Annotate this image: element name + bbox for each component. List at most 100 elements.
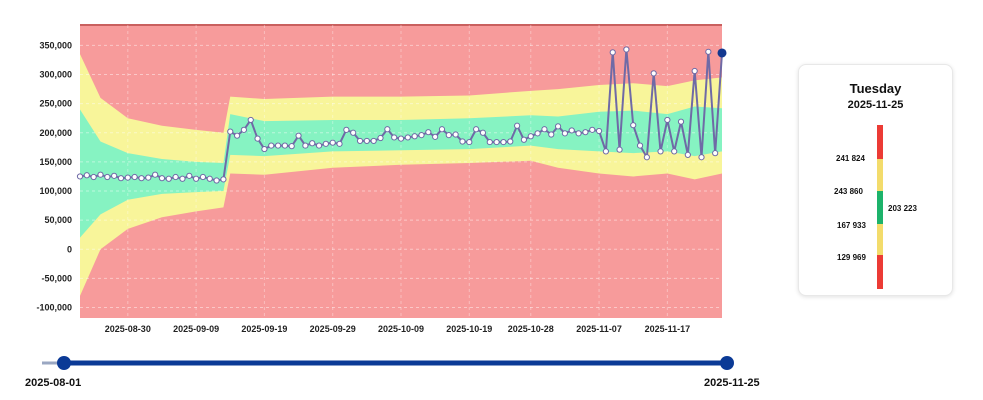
actual-point [636, 142, 644, 149]
y-tick-label: 150,000 [39, 157, 72, 167]
band-yellow [80, 54, 722, 296]
actual-point [179, 175, 186, 182]
actual-point [507, 138, 514, 145]
actual-point [445, 131, 452, 139]
actual-point [459, 138, 466, 145]
x-tick-label: 2025-09-19 [241, 324, 287, 334]
actual-point [500, 138, 507, 146]
actual-point [227, 128, 234, 135]
actual-point [534, 130, 541, 137]
actual-point [356, 137, 364, 145]
actual-point [432, 133, 439, 140]
range-bar-top-red [877, 125, 883, 159]
actual-point [486, 138, 493, 146]
actual-point [213, 177, 220, 184]
panel-current-value: 203 223 [888, 204, 917, 213]
actual-point [131, 173, 138, 181]
actual-point [541, 126, 548, 133]
slider-handle-end[interactable] [720, 356, 734, 370]
actual-point [220, 176, 227, 183]
actual-point [418, 131, 425, 139]
x-tick-label: 2025-11-07 [576, 324, 622, 334]
panel-label-upper-inner: 243 860 [834, 187, 863, 196]
actual-point [83, 172, 90, 179]
actual-point [691, 67, 698, 75]
slider-handle-start[interactable] [57, 356, 71, 370]
actual-point [343, 126, 350, 133]
actual-point [493, 138, 500, 146]
x-tick-label: 2025-10-28 [508, 324, 554, 334]
y-tick-label: 50,000 [44, 215, 72, 225]
actual-point [411, 133, 418, 140]
range-bar-bottom-red [877, 255, 883, 289]
actual-point [705, 48, 712, 55]
panel-day: Tuesday [849, 81, 902, 96]
actual-point [473, 126, 480, 133]
actual-point [240, 126, 248, 133]
actual-point [247, 116, 254, 124]
panel-label-lower-inner: 167 933 [837, 221, 866, 230]
y-tick-label: 350,000 [39, 40, 72, 50]
actual-point [274, 142, 282, 149]
actual-point [616, 146, 623, 153]
actual-point [623, 46, 630, 53]
panel-label-upper-outer: 241 824 [836, 154, 865, 163]
actual-point [561, 130, 569, 137]
actual-point [261, 145, 268, 153]
actual-point [650, 70, 657, 77]
actual-point [384, 126, 391, 133]
actual-point [76, 173, 84, 180]
actual-point [158, 175, 166, 182]
actual-point [397, 135, 405, 142]
actual-last-point [717, 48, 727, 58]
actual-point [568, 127, 575, 134]
actual-point [677, 118, 685, 125]
slider-start-label: 2025-08-01 [25, 377, 82, 389]
date-range-slider[interactable] [0, 348, 983, 378]
slider-end-label: 2025-11-25 [704, 377, 760, 389]
actual-point [370, 137, 377, 145]
actual-point [138, 175, 145, 182]
forecast-chart: 350,000 300,000 250,000 200,000 150,000 100,0… [36, 24, 727, 334]
actual-point [452, 131, 459, 138]
actual-point [363, 137, 370, 145]
actual-point [425, 129, 432, 136]
actual-point [309, 140, 316, 147]
actual-point [575, 130, 582, 137]
actual-point [609, 49, 616, 56]
x-tick-label: 2025-09-29 [310, 324, 356, 334]
actual-point [350, 129, 357, 136]
actual-point [104, 173, 111, 181]
actual-point [712, 150, 719, 157]
actual-point [698, 154, 705, 161]
range-bar-green [877, 191, 883, 224]
actual-point [315, 142, 323, 149]
actual-point [322, 140, 329, 147]
actual-point [111, 172, 118, 179]
y-tick-label: 100,000 [39, 186, 72, 196]
actual-point [643, 154, 650, 161]
x-tick-label: 2025-08-30 [105, 324, 151, 334]
actual-point [377, 134, 384, 142]
actual-point [199, 173, 207, 181]
actual-point [233, 132, 241, 139]
actual-point [193, 175, 200, 182]
range-bar-upper-yellow [877, 159, 883, 191]
actual-point [664, 116, 671, 124]
detail-panel: Tuesday 2025-11-25 241 824 243 860 167 9… [798, 64, 953, 296]
actual-point [302, 142, 309, 149]
actual-point [548, 131, 555, 138]
y-tick-label: 300,000 [39, 70, 72, 80]
actual-point [602, 148, 609, 155]
actual-point [254, 135, 261, 142]
actual-point [671, 148, 678, 155]
actual-point [124, 174, 131, 181]
actual-point [438, 126, 446, 133]
actual-point [268, 142, 275, 149]
actual-point [466, 138, 473, 146]
actual-point [281, 142, 288, 149]
x-tick-label: 2025-10-09 [378, 324, 424, 334]
actual-point [391, 134, 398, 141]
y-tick-label: 200,000 [39, 128, 72, 138]
x-tick-label: 2025-10-19 [446, 324, 492, 334]
